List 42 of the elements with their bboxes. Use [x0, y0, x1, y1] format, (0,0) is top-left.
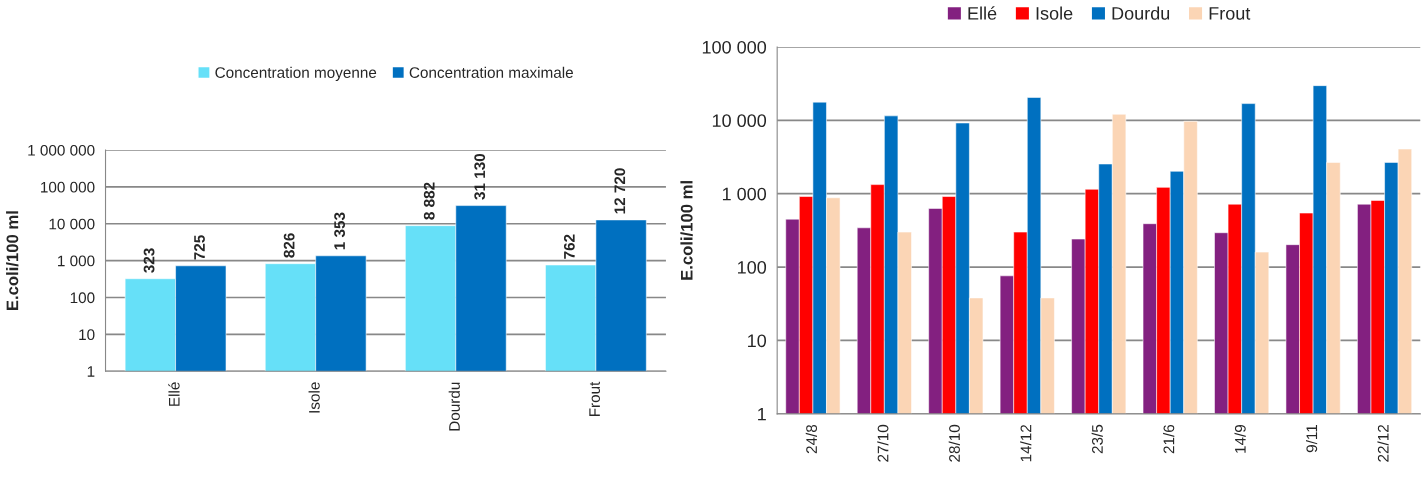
y-tick-label: 10 — [79, 329, 95, 341]
data-label: 762 — [563, 234, 575, 259]
x-tick-label: 14/12 — [1020, 425, 1032, 462]
data-label: 826 — [283, 233, 295, 258]
x-tick-label: Dourdu — [448, 382, 460, 431]
data-label: 31 130 — [474, 153, 486, 200]
y-tick-label: 10 000 — [49, 218, 95, 230]
legend-label: Frout — [1209, 7, 1251, 20]
y-tick-label: 100 — [738, 261, 767, 274]
legend-label: Ellé — [968, 6, 997, 20]
x-tick-label: 22/12 — [1377, 425, 1389, 462]
legend-label: Concentration maximale — [409, 66, 573, 78]
y-tick-label: 100 000 — [702, 40, 767, 54]
y-tick-label: 100 — [70, 292, 95, 304]
x-tick-label: 21/6 — [1163, 424, 1175, 454]
y-tick-label: 10 000 — [712, 114, 767, 128]
y-axis-title: E.coli/100 ml — [680, 181, 693, 280]
y-axis-title: E.coli/100 ml — [6, 211, 19, 311]
data-label: 8 882 — [423, 182, 435, 220]
x-tick-label: Frout — [589, 381, 600, 417]
y-tick-label: 1 — [87, 366, 95, 377]
x-tick-label: 23/5 — [1091, 424, 1103, 454]
y-tick-label: 1 000 — [722, 187, 767, 201]
legend-label: Dourdu — [1112, 6, 1170, 20]
y-tick-label: 1 — [758, 407, 766, 421]
legend-label: Concentration moyenne — [215, 66, 377, 81]
x-tick-label: 28/10 — [948, 424, 960, 462]
y-tick-label: 1 000 000 — [28, 144, 95, 156]
y-tick-label: 100 000 — [41, 181, 95, 193]
x-tick-label: 24/8 — [805, 424, 817, 454]
y-tick-label: 10 — [748, 334, 767, 348]
data-label: 725 — [194, 235, 205, 260]
data-label: 1 353 — [334, 212, 346, 250]
x-tick-label: Isole — [308, 382, 320, 413]
x-tick-label: 27/10 — [877, 424, 889, 462]
data-label: 323 — [143, 248, 155, 273]
x-tick-label: 9/11 — [1305, 424, 1318, 453]
x-tick-label: Ellé — [168, 382, 180, 406]
legend-label: Isole — [1036, 6, 1073, 20]
data-label: 12 720 — [614, 168, 626, 214]
x-tick-label: 14/9 — [1234, 424, 1246, 453]
y-tick-label: 1 000 — [58, 255, 95, 267]
